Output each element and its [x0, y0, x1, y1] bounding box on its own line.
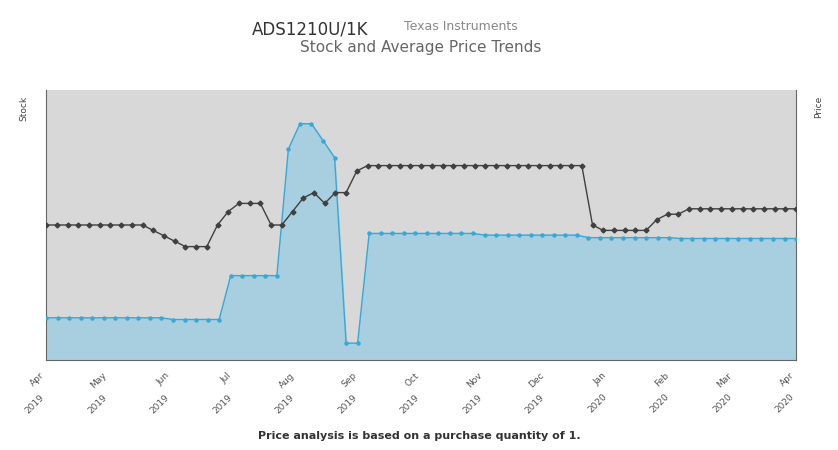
Text: Mar: Mar: [715, 371, 733, 389]
Text: 2020: 2020: [586, 392, 608, 415]
Text: Price: Price: [814, 95, 823, 117]
Text: Feb: Feb: [654, 371, 671, 388]
Text: 2019: 2019: [273, 392, 296, 415]
Text: Apr: Apr: [779, 371, 796, 388]
Text: 2019: 2019: [211, 392, 234, 415]
Text: 2019: 2019: [461, 392, 484, 415]
Text: Sep: Sep: [340, 371, 359, 389]
Text: Price analysis is based on a purchase quantity of 1.: Price analysis is based on a purchase qu…: [258, 431, 580, 441]
Text: Stock and Average Price Trends: Stock and Average Price Trends: [300, 40, 542, 55]
Text: 2019: 2019: [23, 392, 46, 415]
Text: Nov: Nov: [465, 371, 484, 390]
Text: 2019: 2019: [148, 392, 171, 415]
Text: Jan: Jan: [592, 371, 608, 387]
Text: 2020: 2020: [773, 392, 796, 415]
Text: 2020: 2020: [649, 392, 671, 415]
Text: Jun: Jun: [155, 371, 171, 387]
Text: Aug: Aug: [277, 371, 296, 390]
Text: May: May: [89, 371, 109, 390]
Text: ADS1210U/1K: ADS1210U/1K: [251, 20, 369, 38]
Text: Jul: Jul: [220, 371, 234, 385]
Text: Dec: Dec: [527, 371, 546, 390]
Text: 2019: 2019: [399, 392, 421, 415]
Text: 2020: 2020: [711, 392, 733, 415]
Text: Texas Instruments: Texas Instruments: [404, 20, 518, 33]
Text: Apr: Apr: [28, 371, 46, 388]
Text: Oct: Oct: [404, 371, 421, 388]
Text: 2019: 2019: [524, 392, 546, 415]
Text: Stock: Stock: [19, 95, 28, 121]
Text: 2019: 2019: [336, 392, 359, 415]
Text: 2019: 2019: [86, 392, 109, 415]
